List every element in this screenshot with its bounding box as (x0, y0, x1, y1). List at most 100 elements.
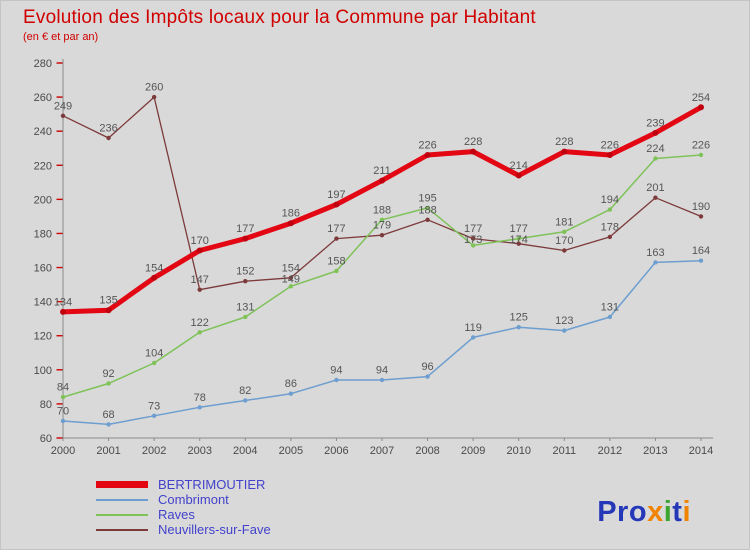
svg-text:120: 120 (34, 331, 52, 343)
logo-letter: x (647, 496, 664, 528)
svg-text:2009: 2009 (461, 445, 485, 457)
svg-text:158: 158 (327, 256, 345, 268)
svg-text:123: 123 (555, 315, 573, 327)
svg-text:195: 195 (418, 192, 436, 204)
svg-text:190: 190 (692, 201, 710, 213)
logo-letter: t (672, 496, 683, 528)
svg-text:163: 163 (646, 247, 664, 259)
svg-text:92: 92 (102, 368, 114, 380)
line-chart-canvas: 60 80 100 120 140 160 180 200 220 240 260 280 2000 20… (34, 58, 714, 457)
svg-text:84: 84 (57, 382, 69, 394)
svg-text:220: 220 (34, 160, 52, 172)
svg-text:154: 154 (145, 262, 163, 274)
svg-text:188: 188 (418, 204, 436, 216)
svg-text:181: 181 (555, 216, 573, 228)
chart-header: Evolution des Impôts locaux pour la Comm… (23, 7, 536, 43)
svg-text:86: 86 (285, 378, 297, 390)
svg-text:249: 249 (54, 100, 72, 112)
svg-text:100: 100 (34, 365, 52, 377)
svg-text:188: 188 (373, 204, 391, 216)
legend-swatch-raves (96, 513, 148, 516)
svg-text:2010: 2010 (506, 445, 530, 457)
svg-text:164: 164 (692, 245, 710, 257)
svg-text:104: 104 (145, 348, 163, 360)
svg-text:178: 178 (601, 221, 619, 233)
svg-text:226: 226 (601, 140, 619, 152)
svg-text:122: 122 (191, 317, 209, 329)
logo-letter: i (682, 496, 691, 528)
svg-text:186: 186 (282, 208, 300, 220)
svg-text:260: 260 (145, 82, 163, 94)
legend-label-neuvillers: Neuvillers-sur-Fave (158, 522, 271, 537)
chart-legend: BERTRIMOUTIER Combrimont Raves Neuviller… (96, 477, 271, 537)
legend-item-combrimont: Combrimont (96, 492, 271, 507)
logo-letter: r (617, 496, 629, 528)
svg-text:226: 226 (418, 140, 436, 152)
logo-letter: i (663, 496, 673, 528)
svg-text:174: 174 (510, 234, 528, 246)
svg-text:2011: 2011 (552, 445, 576, 457)
svg-text:194: 194 (601, 194, 619, 206)
svg-text:2012: 2012 (598, 445, 622, 457)
svg-text:131: 131 (601, 302, 619, 314)
svg-text:80: 80 (40, 399, 52, 411)
legend-swatch-neuvillers (96, 528, 148, 531)
svg-text:2014: 2014 (689, 445, 713, 457)
svg-text:214: 214 (510, 160, 528, 172)
svg-text:2005: 2005 (279, 445, 303, 457)
legend-label-combrimont: Combrimont (158, 492, 229, 507)
legend-item-bertrimoutier: BERTRIMOUTIER (96, 477, 271, 492)
svg-text:236: 236 (99, 123, 117, 135)
logo-letter: P (597, 496, 618, 528)
svg-text:160: 160 (34, 263, 52, 275)
svg-text:152: 152 (236, 266, 254, 278)
svg-text:177: 177 (236, 223, 254, 235)
svg-text:170: 170 (555, 235, 573, 247)
svg-text:119: 119 (464, 322, 482, 334)
svg-text:2008: 2008 (415, 445, 439, 457)
svg-text:147: 147 (191, 274, 209, 286)
svg-text:180: 180 (34, 228, 52, 240)
svg-text:2004: 2004 (233, 445, 257, 457)
svg-text:239: 239 (646, 117, 664, 129)
proxiti-logo: Proxiti (597, 496, 691, 529)
svg-text:228: 228 (555, 136, 573, 148)
svg-text:179: 179 (373, 220, 391, 232)
svg-text:2006: 2006 (324, 445, 348, 457)
svg-text:60: 60 (40, 433, 52, 445)
chart-title: Evolution des Impôts locaux pour la Comm… (23, 7, 536, 28)
svg-text:2003: 2003 (187, 445, 211, 457)
svg-text:260: 260 (34, 92, 52, 104)
svg-text:2001: 2001 (96, 445, 120, 457)
legend-label-bertrimoutier: BERTRIMOUTIER (158, 477, 266, 492)
svg-text:211: 211 (373, 165, 391, 177)
svg-text:94: 94 (376, 365, 388, 377)
svg-text:78: 78 (194, 392, 206, 404)
legend-swatch-bertrimoutier (96, 481, 148, 488)
svg-text:2013: 2013 (643, 445, 667, 457)
svg-text:73: 73 (148, 400, 160, 412)
svg-text:2007: 2007 (370, 445, 394, 457)
svg-text:94: 94 (330, 365, 342, 377)
svg-text:68: 68 (102, 409, 114, 421)
svg-text:177: 177 (510, 223, 528, 235)
svg-text:280: 280 (34, 58, 52, 70)
svg-text:2000: 2000 (51, 445, 75, 457)
svg-text:197: 197 (327, 189, 345, 201)
svg-text:200: 200 (34, 194, 52, 206)
svg-text:140: 140 (34, 297, 52, 309)
legend-item-neuvillers: Neuvillers-sur-Fave (96, 522, 271, 537)
svg-text:224: 224 (646, 143, 664, 155)
svg-text:173: 173 (464, 234, 482, 246)
svg-text:96: 96 (421, 361, 433, 373)
svg-text:134: 134 (54, 296, 72, 308)
svg-text:254: 254 (692, 92, 710, 104)
svg-text:82: 82 (239, 385, 251, 397)
svg-text:149: 149 (282, 273, 300, 285)
svg-text:70: 70 (57, 406, 69, 418)
legend-label-raves: Raves (158, 507, 195, 522)
svg-text:177: 177 (464, 223, 482, 235)
svg-text:135: 135 (99, 295, 117, 307)
legend-swatch-combrimont (96, 498, 148, 501)
